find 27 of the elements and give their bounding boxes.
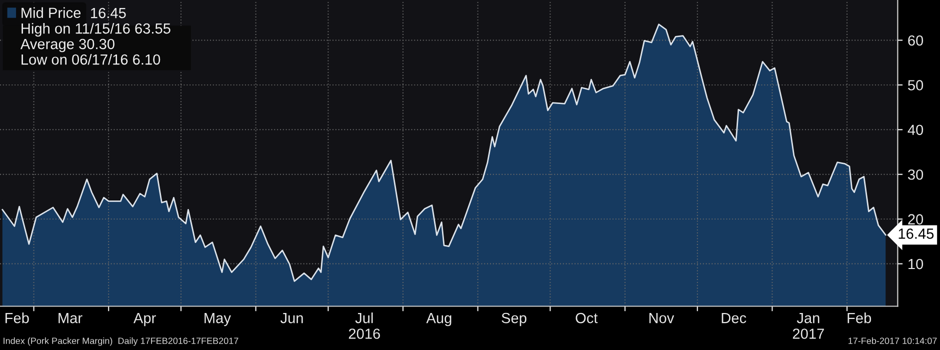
y-tick-label: 30 <box>908 169 924 180</box>
y-tick-label: 40 <box>908 124 924 136</box>
y-tick-label: 10 <box>908 258 924 270</box>
y-tick-label: 60 <box>908 35 924 46</box>
x-tick-label: Sep <box>502 312 526 326</box>
annotation: 16.45 <box>91 8 126 18</box>
y-tick-label: 20 <box>908 214 924 224</box>
x-tick-label: Feb <box>848 312 872 324</box>
x-tick-label: Jan 2017 <box>792 313 824 339</box>
annotation: Low on 06/17/16 6.10 <box>22 54 160 65</box>
x-tick-label: Aug <box>426 313 452 326</box>
x-tick-label: May <box>204 313 231 326</box>
x-tick-label: Dec <box>722 313 746 324</box>
text: 17-Feb-2017 10:14:07 <box>848 337 937 344</box>
x-tick-label: Feb <box>6 312 29 324</box>
legend-label: Mid Price <box>22 7 81 18</box>
text: Index (Pork Packer Margin) Daily 17FEB2016-17FEB2017 <box>4 337 238 346</box>
x-tick-label: Apr <box>133 313 156 326</box>
x-tick-label: Mar <box>58 313 82 324</box>
annotation: 16.45 <box>898 228 934 239</box>
x-tick-label: Nov <box>649 313 674 324</box>
y-tick-label: 50 <box>908 80 924 90</box>
annotation: High on 11/15/16 63.55 <box>22 22 170 37</box>
x-tick-label: Jul 2016 <box>348 312 380 339</box>
x-tick-label: Jun <box>280 313 303 324</box>
annotation: Average 30.30 <box>20 38 114 52</box>
x-tick-label: Oct <box>576 312 598 324</box>
